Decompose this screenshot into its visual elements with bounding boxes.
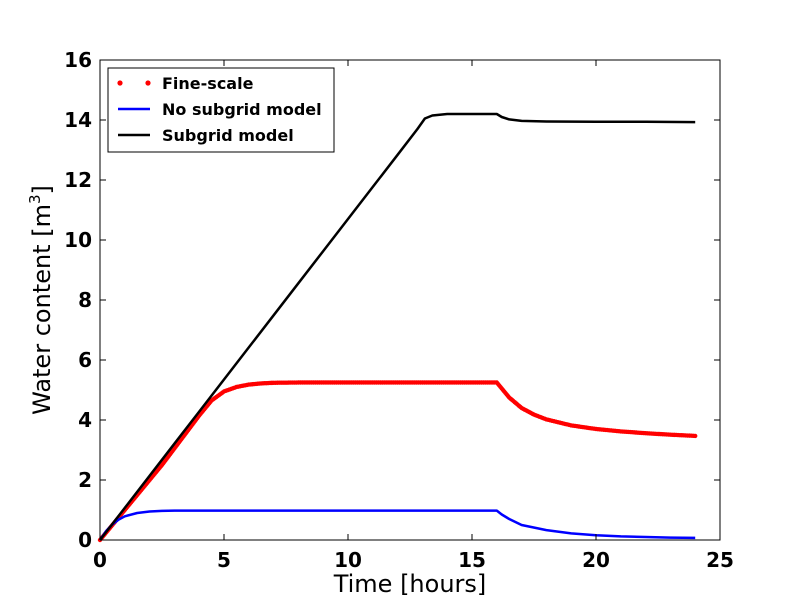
y-tick-label: 2 [78, 468, 92, 492]
y-tick-label: 14 [64, 108, 92, 132]
x-axis-title: Time [hours] [333, 570, 487, 598]
series-layer [97, 112, 698, 543]
y-tick-label: 4 [78, 408, 92, 432]
y-axis-title-sup: 3 [26, 194, 44, 204]
y-tick-label: 10 [64, 228, 92, 252]
legend-label-fine-scale: Fine-scale [162, 74, 254, 93]
y-tick-label: 8 [78, 288, 92, 312]
x-tick-label: 5 [217, 548, 231, 572]
y-axis-title: Water content [m3] [26, 185, 56, 415]
x-tick-label: 20 [582, 548, 610, 572]
legend-marker-fine-scale [117, 80, 123, 86]
legend-label-no-subgrid-model: No subgrid model [162, 100, 322, 119]
line-no-subgrid-model [98, 509, 696, 541]
x-tick-label: 15 [458, 548, 486, 572]
y-tick-label: 6 [78, 348, 92, 372]
y-tick-label: 16 [64, 48, 92, 72]
y-tick-label: 12 [64, 168, 92, 192]
line-subgrid-model [99, 112, 696, 541]
y-axis-title-close: ] [28, 185, 56, 194]
legend-label-subgrid-model: Subgrid model [162, 126, 294, 145]
x-tick-label: 10 [334, 548, 362, 572]
x-tick-label: 0 [93, 548, 107, 572]
y-tick-label: 0 [78, 528, 92, 552]
legend: Fine-scale No subgrid model Subgrid model [107, 67, 335, 153]
legend-marker-fine-scale [145, 80, 151, 86]
ticks-layer: 0 5 10 15 20 25 0 2 4 6 8 10 12 14 16 [64, 48, 734, 572]
y-axis-title-main: Water content [m [28, 204, 56, 415]
point-fine-scale [693, 433, 698, 439]
x-tick-label: 25 [706, 548, 734, 572]
